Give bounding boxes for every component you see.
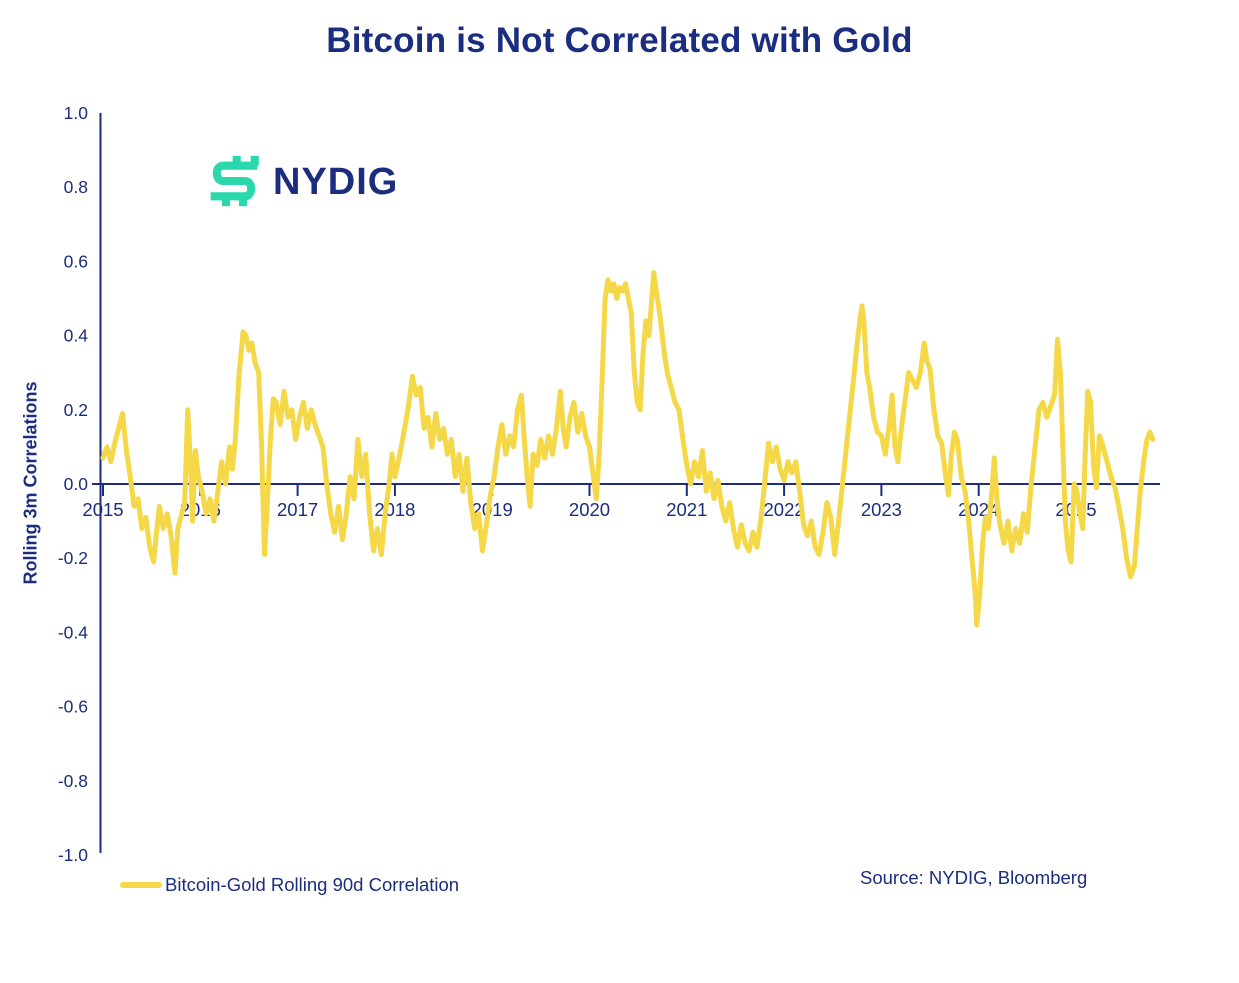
y-tick-label: -1.0 — [58, 845, 88, 865]
x-tick-label: 2015 — [82, 499, 123, 520]
correlation-series-line — [100, 270, 1156, 628]
legend-line-swatch — [120, 882, 162, 888]
y-tick-label: 0.4 — [64, 326, 89, 346]
y-tick-label: 0.8 — [64, 177, 88, 197]
x-tick-label: 2020 — [569, 499, 610, 520]
y-tick-label: 0.6 — [64, 251, 88, 271]
y-tick-label: 1.0 — [64, 103, 89, 123]
x-tick-label: 2023 — [861, 499, 902, 520]
nydig-squiggle-icon — [210, 155, 259, 207]
nydig-logo: NYDIG — [207, 152, 398, 210]
legend-label: Bitcoin-Gold Rolling 90d Correlation — [165, 874, 460, 895]
y-tick-label: -0.4 — [58, 622, 88, 642]
x-tick-label: 2017 — [277, 499, 318, 520]
legend: Bitcoin-Gold Rolling 90d Correlation — [120, 874, 459, 896]
x-tick-label: 2019 — [472, 499, 513, 520]
chart-title: Bitcoin is Not Correlated with Gold — [326, 21, 913, 60]
y-tick-label: 0.2 — [64, 400, 88, 420]
y-tick-label: -0.8 — [58, 771, 88, 791]
y-tick-label: 0.0 — [64, 474, 89, 494]
source-attribution: Source: NYDIG, Bloomberg — [860, 867, 1088, 888]
x-tick-label: 2018 — [374, 499, 415, 520]
y-tick-label: -0.6 — [58, 697, 88, 717]
x-tick-label: 2021 — [666, 499, 707, 520]
x-tick-label: 2022 — [764, 499, 805, 520]
y-tick-label: -0.2 — [58, 548, 88, 568]
nydig-logo-text: NYDIG — [273, 160, 399, 203]
